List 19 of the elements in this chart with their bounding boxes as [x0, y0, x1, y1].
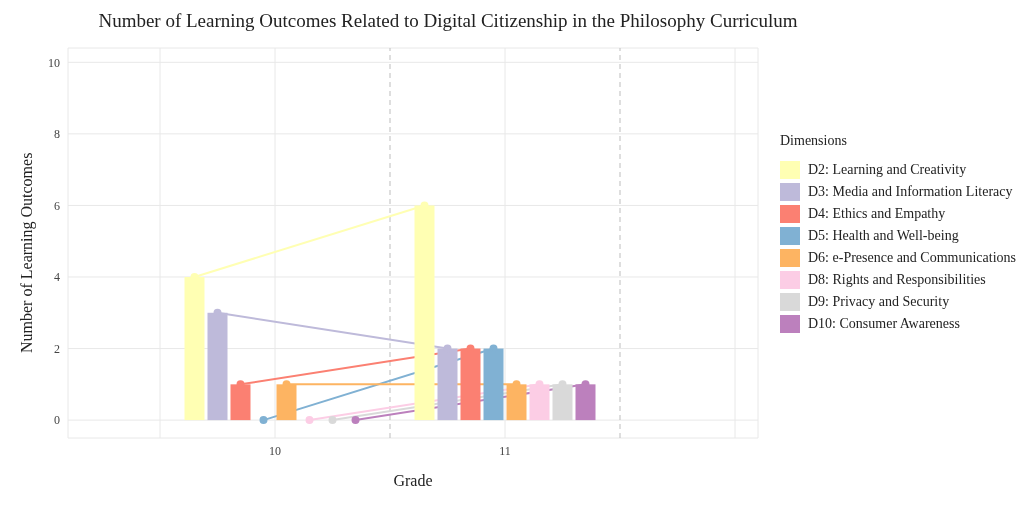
- legend-label: D3: Media and Information Literacy: [808, 184, 1013, 200]
- legend-title: Dimensions: [780, 133, 848, 149]
- y-axis-title: Number of Learning Outcomes: [17, 152, 36, 353]
- legend-label: D9: Privacy and Security: [808, 294, 950, 310]
- legend-label: D2: Learning and Creativity: [808, 162, 967, 178]
- y-tick-label: 10: [48, 55, 60, 70]
- y-tick-label: 4: [54, 270, 60, 285]
- y-tick-label: 2: [54, 341, 60, 356]
- legend-label: D10: Consumer Awareness: [808, 316, 960, 332]
- x-axis-title: Grade: [393, 472, 433, 489]
- y-tick-label: 6: [54, 198, 60, 213]
- x-tick-label: 11: [499, 443, 511, 458]
- legend-label: D4: Ethics and Empathy: [808, 206, 946, 222]
- legend-label: D6: e-Presence and Communications: [808, 250, 1017, 266]
- y-tick-label: 0: [54, 413, 60, 428]
- legend-label: D8: Rights and Responsibilities: [808, 272, 986, 288]
- legend-label: D5: Health and Well-being: [808, 228, 959, 244]
- y-tick-label: 8: [54, 127, 60, 142]
- chart-title: Number of Learning Outcomes Related to Digital Citizenship in the Philosophy Curriculum: [97, 10, 799, 32]
